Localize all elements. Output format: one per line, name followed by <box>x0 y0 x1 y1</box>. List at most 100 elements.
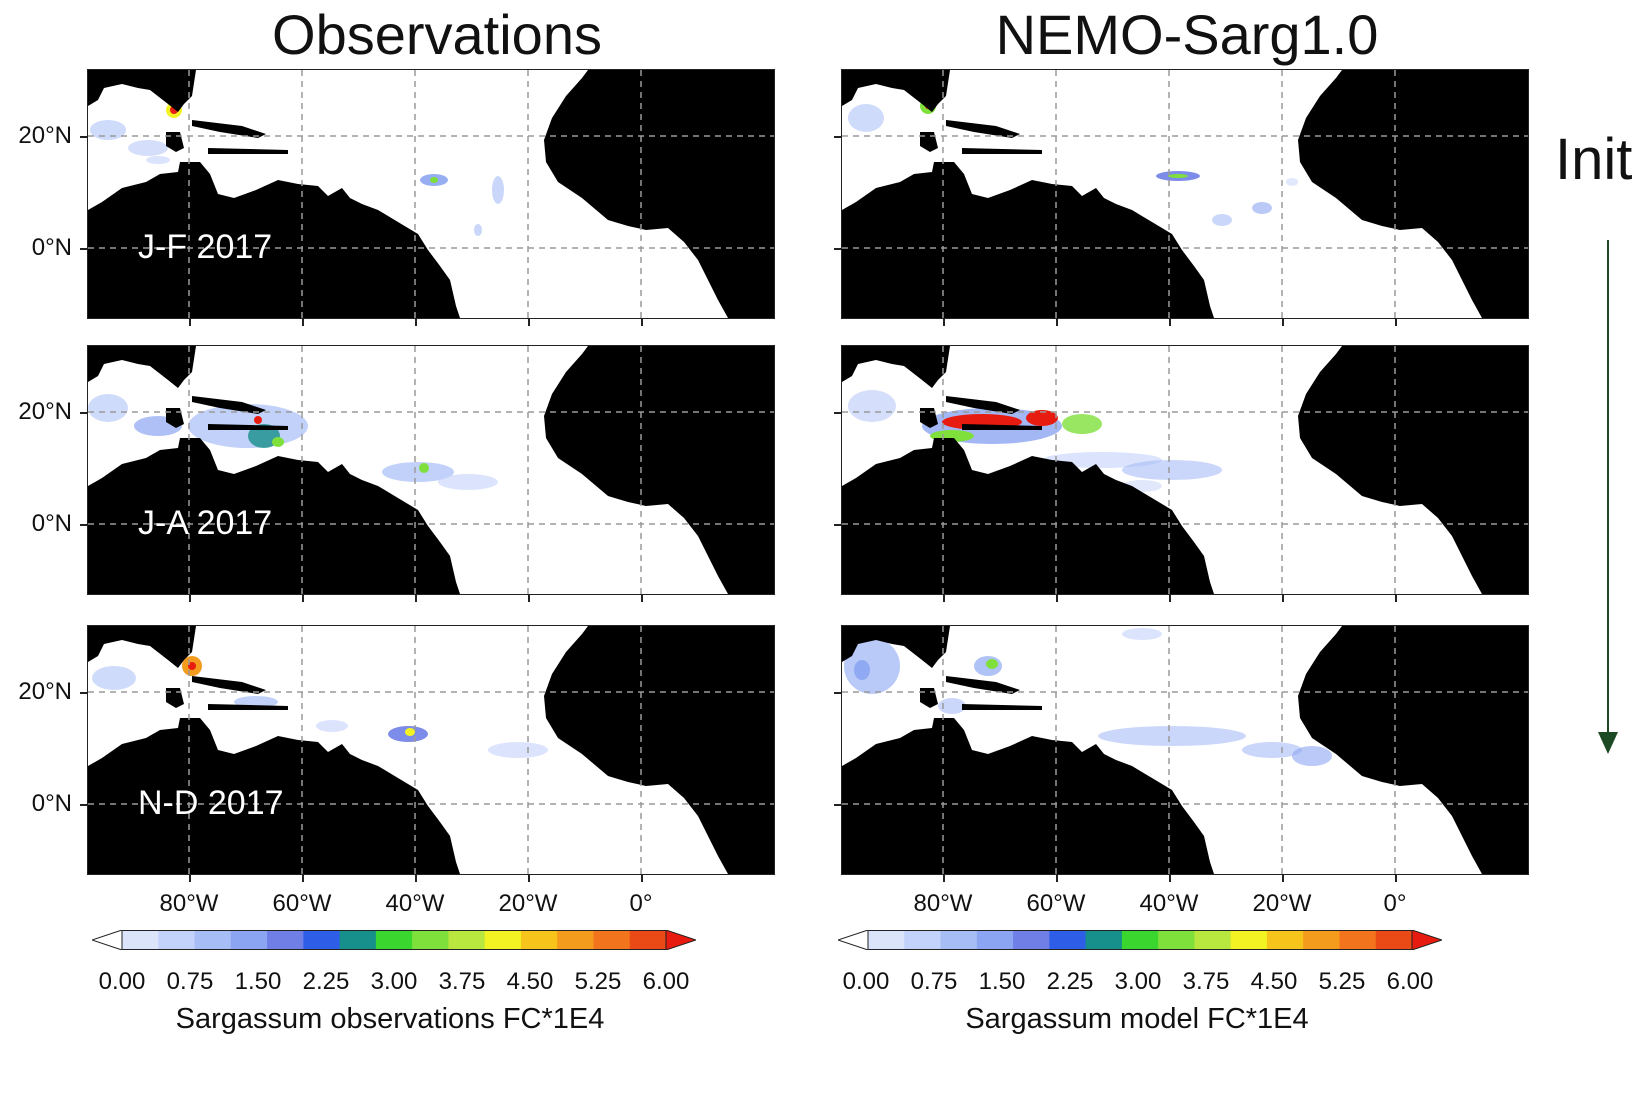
south-america-land <box>842 162 1214 318</box>
sargassum-patch <box>1252 202 1272 214</box>
lon-label: 60°W <box>272 890 332 917</box>
lon-tick <box>943 594 945 602</box>
colorbar-bin <box>158 930 196 950</box>
colorbar-max-extension <box>1411 929 1444 951</box>
sargassum-patch <box>88 394 128 422</box>
south-america-land <box>88 162 460 318</box>
lat-label: 20°N <box>18 678 72 705</box>
south-america-land <box>88 718 460 874</box>
sargassum-patch <box>90 120 126 140</box>
colorbar-tick-label: 0.00 <box>98 968 146 995</box>
sargassum-patch <box>1286 178 1298 186</box>
colorbar-tick-label: 5.25 <box>1318 968 1366 995</box>
title-model: NEMO-Sarg1.0 <box>995 3 1379 66</box>
sargassum-patch <box>128 140 168 156</box>
colorbar-bin <box>868 930 905 950</box>
lat-tick <box>80 692 88 694</box>
sargassum-patch <box>848 390 896 422</box>
lon-label: 80°W <box>159 890 219 917</box>
colorbar-tick-label: 1.50 <box>234 968 282 995</box>
colorbar-tick-label: 5.25 <box>574 968 622 995</box>
lon-tick <box>1395 874 1397 882</box>
africa-land <box>1298 346 1528 594</box>
sargassum-patch <box>1212 214 1232 226</box>
colorbar-bin <box>593 930 631 950</box>
south-america-land <box>842 718 1214 874</box>
colorbar-bin <box>339 930 377 950</box>
colorbar-bin <box>448 930 486 950</box>
colorbar-min-extension <box>836 929 869 951</box>
north-america-land <box>842 346 950 388</box>
colorbar-ticks-model: 0.00 0.75 1.50 2.25 3.00 3.75 4.50 5.25 6.00 <box>843 968 1434 998</box>
north-america-land <box>88 626 196 668</box>
lon-tick <box>528 318 530 326</box>
colorbar-bin <box>629 930 667 950</box>
colorbar-bin <box>1194 930 1232 950</box>
sargassum-patch <box>1168 174 1188 178</box>
lon-label: 40°W <box>1139 890 1199 917</box>
colorbar-tick-label: 6.00 <box>1386 968 1434 995</box>
sargassum-patch <box>1098 726 1246 746</box>
lon-tick <box>1056 318 1058 326</box>
north-america-land <box>88 70 196 112</box>
sargassum-patch <box>188 662 196 670</box>
lon-tick <box>1282 594 1284 602</box>
colorbar-tick-label: 3.00 <box>370 968 418 995</box>
sargassum-patch <box>474 224 482 236</box>
colorbar-tick-label: 1.50 <box>978 968 1026 995</box>
obs-map-panel-2: J-A 2017 <box>87 345 775 595</box>
model-map-panel-1 <box>841 69 1529 319</box>
lon-tick <box>1282 318 1284 326</box>
colorbar-bin <box>1049 930 1087 950</box>
colorbar-bin <box>1013 930 1050 950</box>
colorbar-bin <box>1303 930 1340 950</box>
colorbar-min-extension <box>90 929 123 951</box>
yucatan-land <box>166 688 184 708</box>
lon-tick <box>641 318 643 326</box>
lon-label: 20°W <box>498 890 558 917</box>
lat-tick <box>834 136 842 138</box>
lon-tick <box>641 874 643 882</box>
caribbean-island <box>208 148 288 154</box>
sargassum-patch <box>492 176 504 204</box>
period-label: N-D 2017 <box>138 784 284 822</box>
lat-label: 0°N <box>31 510 72 537</box>
model-map-panel-2 <box>841 345 1529 595</box>
colorbar-tick-label: 3.00 <box>1114 968 1162 995</box>
sargassum-patch <box>382 462 454 482</box>
sargassum-patch <box>316 720 348 732</box>
colorbar-tick-label: 4.50 <box>506 968 554 995</box>
lon-tick <box>189 318 191 326</box>
caribbean-island <box>946 676 1020 694</box>
lat-tick <box>834 524 842 526</box>
colorbar-label-observations: Sargassum observations FC*1E4 <box>175 1003 605 1035</box>
colorbar-bin <box>976 930 1014 950</box>
lat-tick <box>80 136 88 138</box>
colorbar-bin <box>520 930 558 950</box>
africa-land <box>544 70 774 318</box>
lon-tick <box>1056 874 1058 882</box>
map-canvas <box>842 346 1528 594</box>
sargassum-patch <box>254 416 262 424</box>
caribbean-island <box>192 120 266 138</box>
caribbean-island <box>946 396 1020 414</box>
sargassum-patch <box>1062 414 1102 434</box>
map-canvas <box>842 70 1528 318</box>
colorbar-tick-label: 2.25 <box>302 968 350 995</box>
lat-tick <box>80 248 88 250</box>
sargassum-patch <box>986 659 998 669</box>
colorbar-bin <box>194 930 232 950</box>
lon-tick <box>943 318 945 326</box>
colorbar-svg <box>836 929 1444 951</box>
lat-tick <box>80 412 88 414</box>
time-arrow-icon <box>1598 240 1618 754</box>
colorbar-bin <box>267 930 304 950</box>
lat-tick <box>80 524 88 526</box>
africa-land <box>1298 626 1528 874</box>
north-america-land <box>88 346 196 388</box>
lat-tick <box>80 804 88 806</box>
map-canvas <box>88 70 774 318</box>
yucatan-land <box>920 688 938 708</box>
init-label: Init <box>1555 127 1633 192</box>
lon-label: 80°W <box>913 890 973 917</box>
